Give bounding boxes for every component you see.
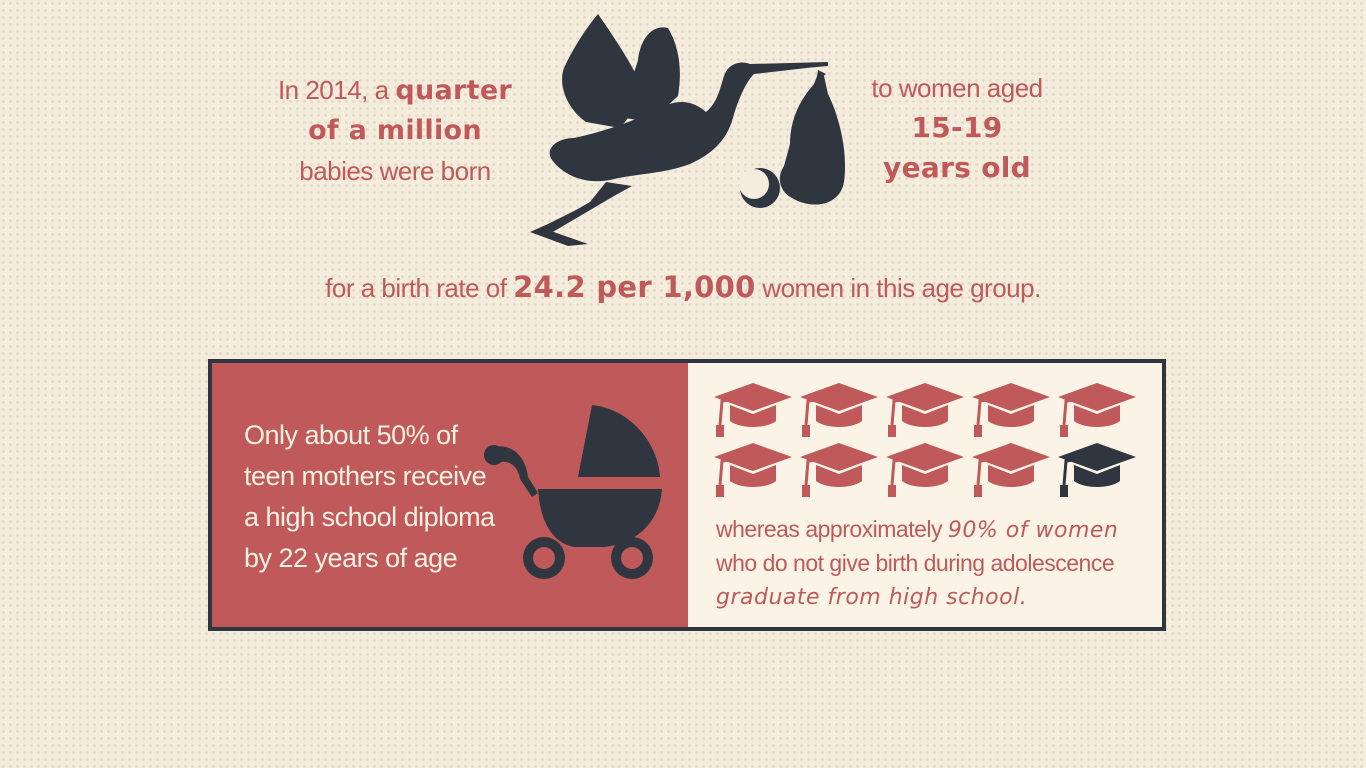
graduation-cap-icon xyxy=(800,443,878,497)
teen-mothers-panel: Only about 50% of teen mothers receive a… xyxy=(212,363,688,627)
rate-highlight: 24.2 per 1,000 xyxy=(513,270,756,304)
baby-bundle-icon xyxy=(739,70,846,208)
education-panel: Only about 50% of teen mothers receive a… xyxy=(208,359,1166,631)
left-text-highlight-1: quarter xyxy=(395,75,513,106)
diploma-line-3: a high school diploma xyxy=(244,502,495,532)
rate-prefix: for a birth rate of xyxy=(325,273,514,303)
right-text-highlight-2: years old xyxy=(883,151,1031,184)
diploma-line-1: Only about 50% of xyxy=(244,420,458,450)
graduate-line-1-highlight: 90% of women xyxy=(947,518,1119,543)
right-text-highlight-1: 15-19 xyxy=(911,111,1003,144)
graduation-cap-icon xyxy=(886,443,964,497)
graduate-line-1-prefix: whereas approximately xyxy=(716,516,948,542)
graduation-cap-icon xyxy=(1058,383,1136,437)
left-text-prefix: In 2014, a xyxy=(277,75,396,105)
left-text-suffix: babies were born xyxy=(299,156,491,186)
graduation-cap-icon xyxy=(714,443,792,497)
graduation-caps-grid xyxy=(712,381,1152,501)
graduate-line-2: who do not give birth during adolescence xyxy=(716,550,1115,576)
stroller-icon xyxy=(484,405,662,579)
graduate-line-3-suffix: . xyxy=(1019,585,1028,610)
stork-right-text: to women aged 15-19 years old xyxy=(842,68,1072,188)
graduation-cap-icon xyxy=(972,443,1050,497)
graduation-cap-icon xyxy=(886,383,964,437)
rate-suffix: women in this age group. xyxy=(755,273,1041,303)
graduation-cap-icon xyxy=(1058,443,1136,497)
diploma-line-2: teen mothers receive xyxy=(244,461,487,491)
graduation-statement: whereas approximately 90% of women who d… xyxy=(716,513,1146,614)
diploma-line-4: by 22 years of age xyxy=(244,543,458,573)
left-text-highlight-2: of a million xyxy=(308,115,482,146)
stork-left-text: In 2014, a quarter of a million babies w… xyxy=(255,70,535,191)
graduation-cap-icon xyxy=(800,383,878,437)
graduation-cap-icon xyxy=(972,383,1050,437)
birth-rate-statement: for a birth rate of 24.2 per 1,000 women… xyxy=(0,270,1366,304)
diploma-statement: Only about 50% of teen mothers receive a… xyxy=(244,415,504,579)
graduate-line-3-highlight: graduate from high school xyxy=(716,585,1020,610)
stork-icon xyxy=(530,14,846,246)
graduation-cap-icon xyxy=(714,383,792,437)
right-text-prefix: to women aged xyxy=(871,73,1043,103)
